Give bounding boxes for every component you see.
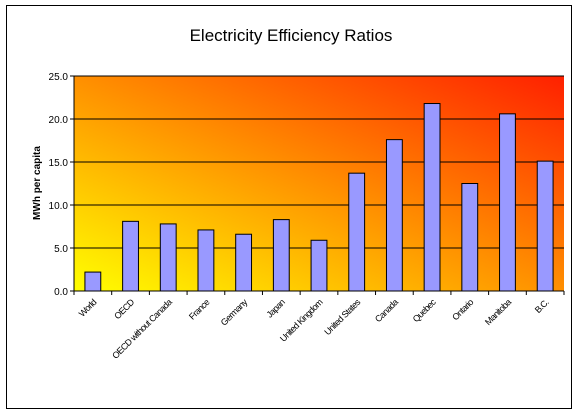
y-axis-label: MWh per capita [32, 146, 43, 220]
bar [385, 139, 403, 292]
y-tick-label: 10.0 [49, 201, 69, 212]
x-tick-label: Canada [373, 297, 400, 324]
y-tick-label: 5.0 [54, 244, 68, 255]
x-tick-label: France [187, 297, 212, 322]
x-tick-label: United States [322, 297, 363, 338]
bar [461, 183, 479, 292]
bar [197, 229, 215, 292]
y-tick-label: 20.0 [49, 115, 69, 126]
x-tick-label: Manitoba [483, 297, 513, 327]
x-tick-label: Japan [264, 297, 287, 320]
bar [423, 103, 441, 292]
x-tick-label: Germany [219, 297, 250, 328]
x-tick-label: Ontario [450, 297, 475, 322]
chart-title: Electricity Efficiency Ratios [190, 26, 393, 45]
y-tick-label: 25.0 [49, 72, 69, 83]
bar [272, 219, 290, 292]
y-tick-label: 15.0 [49, 158, 69, 169]
gridlines [74, 75, 564, 249]
bar [310, 239, 328, 292]
bar [122, 220, 139, 292]
x-tick-label: Quebec [411, 297, 439, 325]
y-axis-ticks: 0.0 5.0 10.0 15.0 20.0 25.0 [49, 72, 74, 298]
bar [499, 113, 516, 292]
bars-group [84, 103, 554, 292]
x-tick-label: World [77, 297, 99, 319]
x-tick-label: OECD [112, 297, 137, 322]
bar [84, 271, 102, 292]
y-tick-label: 0.0 [54, 287, 68, 298]
bar [235, 233, 253, 292]
bar [536, 160, 554, 292]
bar [159, 223, 177, 292]
bar [348, 172, 366, 292]
x-tick-label: B.C. [533, 297, 551, 315]
